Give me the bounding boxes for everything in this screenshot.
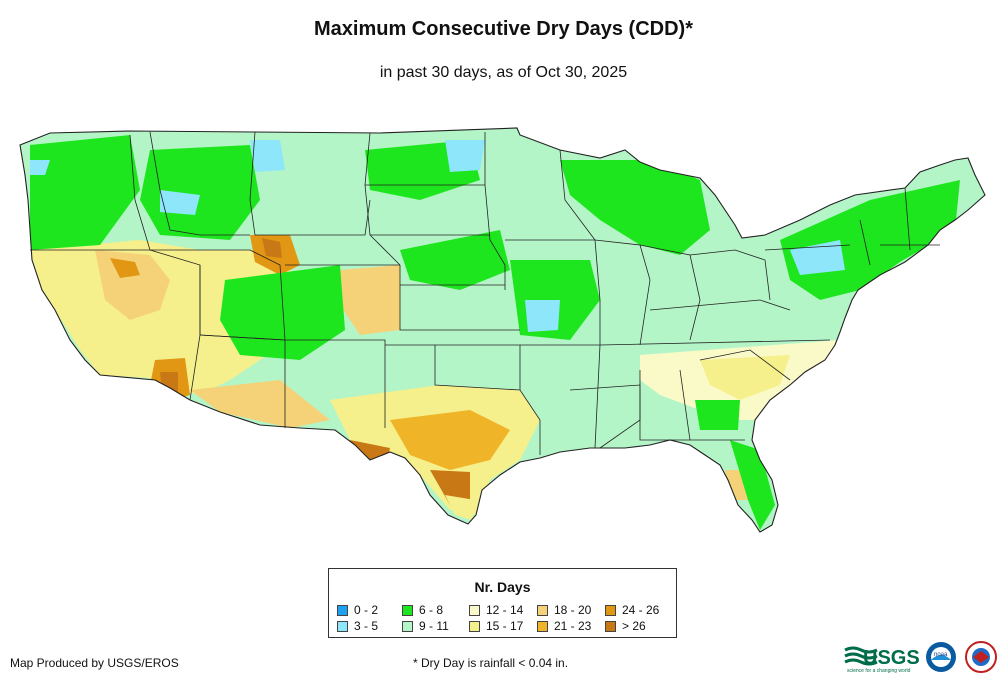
region-montana-3-5 [250, 140, 285, 172]
region-texas-21-23 [390, 410, 510, 470]
region-newyork-3-5 [790, 240, 845, 275]
region-washington-3-5 [30, 160, 50, 175]
legend-swatch [402, 620, 413, 632]
usgs-tagline: science for a changing world [847, 668, 911, 674]
noaa-logo-text: noaa [934, 652, 948, 658]
region-arizona-south-18-20 [190, 380, 330, 428]
region-missouri-3-5 [525, 300, 560, 332]
nws-logo [965, 641, 997, 673]
usgs-logo-text: USGS [863, 647, 920, 669]
legend-item: 21 - 23 [537, 619, 591, 633]
legend-swatch [402, 604, 413, 616]
region-nebraska-6-8 [400, 230, 510, 290]
legend-item: 15 - 17 [469, 619, 523, 633]
map-credit: Map Produced by USGS/EROS [10, 656, 179, 670]
legend-item: 24 - 26 [605, 603, 659, 617]
region-colorado-east-18-20 [340, 265, 400, 335]
region-west-15-17 [30, 240, 300, 395]
legend-swatch [605, 620, 616, 632]
region-idaho-3-5 [160, 190, 200, 215]
legend-swatch [605, 604, 616, 616]
legend-swatch [537, 604, 548, 616]
legend-swatch [469, 620, 480, 632]
legend-item: 9 - 11 [402, 619, 449, 633]
legend-label: 18 - 20 [554, 603, 592, 617]
region-georgia-6-8 [695, 400, 740, 430]
region-arizona-over-26 [160, 372, 178, 392]
legend-item: 6 - 8 [402, 603, 443, 617]
region-texas-south-over-26 [430, 470, 470, 505]
region-florida-6-8 [730, 440, 775, 530]
usgs-logo: USGS science for a changing world [844, 646, 920, 674]
legend-item: 3 - 5 [337, 619, 378, 633]
region-colorado-over-26 [262, 238, 282, 258]
legend-swatch [337, 604, 348, 616]
legend-item: > 26 [605, 619, 646, 633]
legend-label: 3 - 5 [354, 619, 379, 633]
map-subtitle: in past 30 days, as of Oct 30, 2025 [379, 64, 628, 81]
legend-item: 18 - 20 [537, 603, 591, 617]
legend-swatch [537, 620, 548, 632]
region-greatlakes-6-8 [560, 160, 710, 255]
legend-swatch [469, 604, 480, 616]
legend-title: Nr. Days [474, 579, 531, 595]
legend-item: 0 - 2 [337, 603, 378, 617]
region-nevada-24-26 [110, 258, 140, 278]
legend-label: 0 - 2 [354, 603, 379, 617]
noaa-logo: noaa [926, 642, 956, 672]
legend-label: 24 - 26 [622, 603, 660, 617]
region-texas-tip-15-17 [445, 495, 475, 520]
region-northdakota-3-5 [445, 140, 485, 172]
legend-label: 12 - 14 [486, 603, 524, 617]
map-title: Maximum Consecutive Dry Days (CDD)* [314, 18, 693, 40]
legend-label: 6 - 8 [419, 603, 444, 617]
state-borders [19, 127, 986, 533]
legend-box: Nr. Days 0 - 2 3 - 5 6 - 8 9 - 11 12 - 14 15 … [328, 568, 677, 638]
region-utah-colorado-6-8 [220, 265, 345, 360]
region-carolinas-15-17 [700, 355, 790, 400]
legend-swatch [337, 620, 348, 632]
region-pacificnw-6-8 [30, 135, 140, 250]
region-idaho-6-8 [140, 145, 260, 240]
legend-label: 21 - 23 [554, 619, 592, 633]
legend-item: 12 - 14 [469, 603, 523, 617]
legend-label: > 26 [622, 619, 646, 633]
agency-logos: USGS science for a changing world noaa [843, 640, 1003, 676]
dry-day-note: * Dry Day is rainfall < 0.04 in. [413, 656, 569, 670]
legend-label: 15 - 17 [486, 619, 524, 633]
legend-label: 9 - 11 [419, 619, 449, 633]
region-nevada-18-20 [95, 250, 170, 320]
